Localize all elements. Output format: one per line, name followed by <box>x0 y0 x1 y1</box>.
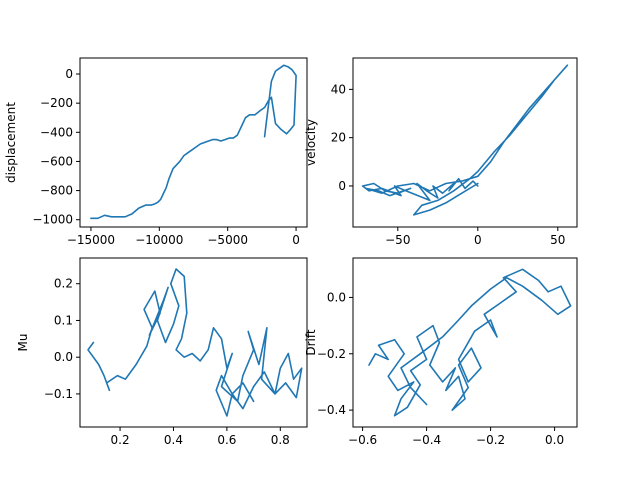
displacement-x-tick-label: −5000 <box>207 233 248 247</box>
subplot-displacement: −15000 −10000 −5000 0 −1000 −800 −600 −400 −200 0… <box>4 57 308 247</box>
drift-x-tick-label: 0.0 <box>545 433 564 447</box>
displacement-axes-frame <box>79 57 308 228</box>
mu-series-line <box>87 268 303 417</box>
velocity-y-tick-label: 40 <box>331 82 346 96</box>
mu-y-tick-label: 0.1 <box>54 313 73 327</box>
mu-x-tick-label: 0.4 <box>164 433 183 447</box>
drift-ylabel: Drift <box>304 329 318 356</box>
subplot-drift: −0.6 −0.4 −0.2 0.0 −0.4 −0.2 0.0 Drift <box>304 257 578 447</box>
mu-y-tick-label: 0.0 <box>54 350 73 364</box>
velocity-x-tick-label: 0 <box>474 233 482 247</box>
drift-y-tick-label: −0.4 <box>317 403 346 417</box>
displacement-y-tick-label: −400 <box>40 125 73 139</box>
velocity-y-tick-label: 0 <box>338 179 346 193</box>
mu-x-tick-label: 0.8 <box>271 433 290 447</box>
velocity-axes-frame <box>352 57 578 228</box>
drift-x-tick-label: −0.6 <box>348 433 377 447</box>
mu-ylabel: Mu <box>16 334 30 352</box>
drift-y-tick-label: −0.2 <box>317 347 346 361</box>
subplot-mu: 0.2 0.4 0.6 0.8 −0.1 0.0 0.1 0.2 Mu <box>16 257 308 447</box>
drift-x-tick-label: −0.4 <box>412 433 441 447</box>
displacement-y-tick-label: −1000 <box>32 213 73 227</box>
mu-y-tick-label: 0.2 <box>54 277 73 291</box>
displacement-x-tick-label: −15000 <box>67 233 115 247</box>
drift-series-line <box>368 268 572 417</box>
displacement-x-tick-label: 0 <box>292 233 300 247</box>
mu-x-tick-label: 0.2 <box>111 433 130 447</box>
displacement-ylabel: displacement <box>4 102 18 183</box>
velocity-x-tick-label: −50 <box>385 233 410 247</box>
displacement-y-tick-label: −800 <box>40 184 73 198</box>
mu-x-tick-label: 0.6 <box>217 433 236 447</box>
drift-x-tick-label: −0.2 <box>476 433 505 447</box>
displacement-y-tick-label: −600 <box>40 154 73 168</box>
displacement-y-tick-label: −200 <box>40 96 73 110</box>
displacement-series-line <box>90 64 297 220</box>
velocity-series-line <box>361 64 569 216</box>
mu-y-tick-label: −0.1 <box>44 387 73 401</box>
displacement-x-tick-label: −10000 <box>135 233 183 247</box>
drift-y-tick-label: 0.0 <box>327 290 346 304</box>
velocity-y-tick-label: 20 <box>331 131 346 145</box>
drift-axes-frame <box>352 257 578 428</box>
velocity-ylabel: velocity <box>304 119 318 166</box>
displacement-y-tick-label: 0 <box>65 67 73 81</box>
mu-axes-frame <box>79 257 308 428</box>
velocity-x-tick-label: 50 <box>550 233 565 247</box>
subplot-velocity: −50 0 50 0 20 40 velocity <box>304 57 578 247</box>
